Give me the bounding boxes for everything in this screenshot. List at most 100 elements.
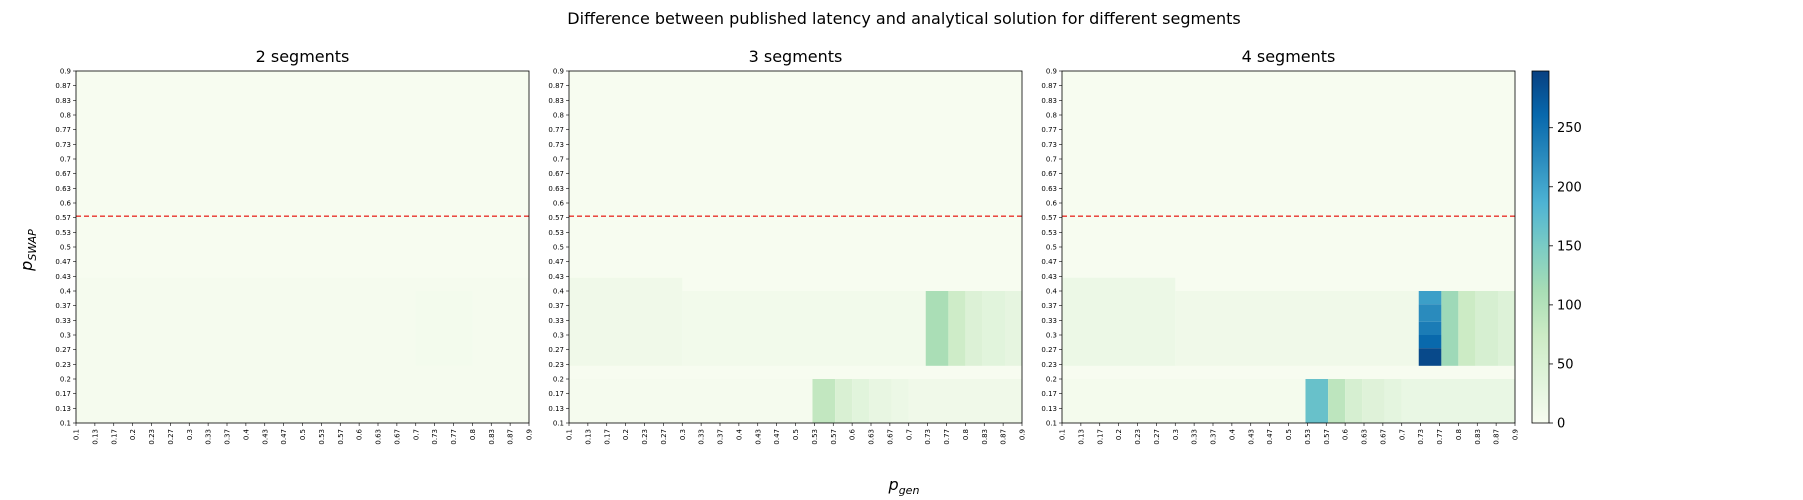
y-tick-label: 0.17 bbox=[548, 390, 564, 398]
x-tick-label: 0.6 bbox=[1342, 428, 1350, 440]
panel-3: 4 segments 0.1 0.13 0.17 0.2 0.23 0.27 0.3 0.33 0… bbox=[1041, 47, 1519, 445]
x-tick-label: 0.33 bbox=[1191, 429, 1199, 445]
x-tick-label: 0.47 bbox=[280, 429, 288, 445]
y-tick-label: 0.1 bbox=[60, 420, 71, 428]
x-tick-label: 0.5 bbox=[792, 429, 800, 440]
y-tick-label: 0.1 bbox=[1046, 420, 1057, 428]
x-tick-label: 0.77 bbox=[1436, 429, 1444, 445]
x-tick-label: 0.3 bbox=[679, 429, 687, 440]
panel-title: 4 segments bbox=[1242, 47, 1336, 66]
colorbar-tick-label: 100 bbox=[1557, 298, 1582, 313]
heatmap-cell bbox=[1175, 291, 1419, 366]
y-tick-label: 0.6 bbox=[553, 200, 565, 208]
heatmap-cell bbox=[1418, 335, 1442, 349]
x-tick-label: 0.43 bbox=[1247, 429, 1255, 445]
x-tick-label: 0.87 bbox=[1000, 429, 1008, 445]
x-tick-label: 0.9 bbox=[1019, 429, 1027, 440]
x-tick-label: 0.43 bbox=[261, 429, 269, 445]
y-tick-label: 0.5 bbox=[1046, 244, 1057, 252]
x-tick-label: 0.83 bbox=[488, 429, 496, 445]
y-tick-label: 0.57 bbox=[1041, 214, 1057, 222]
heatmap-cell bbox=[569, 379, 813, 423]
x-tick-label: 0.23 bbox=[148, 429, 156, 445]
x-tick-label: 0.8 bbox=[469, 429, 477, 440]
y-tick-label: 0.9 bbox=[553, 68, 564, 76]
y-tick-label: 0.43 bbox=[55, 273, 71, 281]
y-tick-label: 0.77 bbox=[55, 126, 71, 134]
x-tick-label: 0.13 bbox=[91, 429, 99, 445]
heatmap-cell bbox=[1384, 379, 1402, 423]
x-tick-label: 0.57 bbox=[830, 429, 838, 445]
heatmap-cell bbox=[1418, 321, 1442, 335]
x-tick-label: 0.53 bbox=[318, 429, 326, 445]
y-tick-label: 0.73 bbox=[1041, 141, 1057, 149]
x-tick-label: 0.17 bbox=[603, 429, 611, 445]
x-tick-label: 0.2 bbox=[622, 429, 630, 440]
y-tick-label: 0.23 bbox=[548, 361, 564, 369]
y-tick-label: 0.33 bbox=[1041, 317, 1057, 325]
heatmap-cell bbox=[1441, 291, 1459, 366]
y-tick-label: 0.63 bbox=[1041, 185, 1057, 193]
y-tick-label: 0.87 bbox=[1041, 82, 1057, 90]
heatmap-cell bbox=[1005, 291, 1022, 366]
heatmap-panels: 2 segments 0.1 0.13 0.17 0.2 0.23 0.27 0.3 0.33 0… bbox=[55, 47, 1519, 445]
x-tick-label: 0.1 bbox=[73, 429, 81, 440]
y-tick-label: 0.5 bbox=[553, 244, 564, 252]
x-tick-label: 0.77 bbox=[943, 429, 951, 445]
y-tick-label: 0.27 bbox=[548, 346, 564, 354]
heatmap-cell bbox=[1062, 379, 1306, 423]
y-tick-label: 0.33 bbox=[55, 317, 71, 325]
y-tick-label: 0.83 bbox=[55, 97, 71, 105]
y-tick-label: 0.13 bbox=[548, 405, 564, 413]
y-tick-label: 0.67 bbox=[1041, 170, 1057, 178]
colorbar-tick-label: 150 bbox=[1557, 239, 1582, 254]
y-tick-label: 0.53 bbox=[55, 229, 71, 237]
x-tick-label: 0.6 bbox=[849, 428, 857, 440]
y-tick-label: 0.5 bbox=[60, 244, 71, 252]
y-tick-label: 0.9 bbox=[60, 68, 71, 76]
y-tick-label: 0.27 bbox=[1041, 346, 1057, 354]
y-tick-label: 0.7 bbox=[60, 156, 71, 164]
colorbar-tick-label: 50 bbox=[1557, 357, 1574, 372]
y-tick-label: 0.8 bbox=[60, 112, 71, 120]
x-tick-label: 0.7 bbox=[1398, 429, 1406, 440]
x-tick-label: 0.7 bbox=[905, 429, 913, 440]
heatmap-cell bbox=[682, 291, 926, 366]
colorbar-tick-label: 200 bbox=[1557, 180, 1582, 195]
x-tick-label: 0.27 bbox=[1153, 429, 1161, 445]
x-tick-label: 0.37 bbox=[224, 429, 232, 445]
heatmap-cell bbox=[852, 379, 870, 423]
x-tick-label: 0.77 bbox=[450, 429, 458, 445]
y-tick-label: 0.4 bbox=[553, 288, 565, 296]
x-tick-label: 0.67 bbox=[1379, 429, 1387, 445]
panel-title: 3 segments bbox=[749, 47, 843, 66]
y-tick-label: 0.4 bbox=[1046, 288, 1058, 296]
panel-2: 3 segments 0.1 0.13 0.17 0.2 0.23 0.27 0.3 0.33 0… bbox=[548, 47, 1026, 445]
heatmap-background-cell bbox=[1062, 71, 1515, 423]
x-tick-label: 0.37 bbox=[717, 429, 725, 445]
heatmap-cell bbox=[908, 379, 1022, 423]
x-tick-label: 0.37 bbox=[1210, 429, 1218, 445]
x-tick-label: 0.5 bbox=[299, 429, 307, 440]
y-tick-label: 0.53 bbox=[1041, 229, 1057, 237]
y-tick-label: 0.53 bbox=[548, 229, 564, 237]
heatmap-cell bbox=[1418, 291, 1442, 305]
y-tick-label: 0.1 bbox=[553, 420, 564, 428]
y-tick-label: 0.73 bbox=[548, 141, 564, 149]
y-tick-label: 0.37 bbox=[1041, 302, 1057, 310]
y-tick-label: 0.2 bbox=[553, 376, 564, 384]
x-axis-label: pgen bbox=[888, 475, 920, 497]
heatmap-cell bbox=[812, 379, 836, 423]
x-tick-label: 0.33 bbox=[698, 429, 706, 445]
y-tick-label: 0.87 bbox=[55, 82, 71, 90]
x-tick-label: 0.27 bbox=[167, 429, 175, 445]
heatmap-cell bbox=[1362, 379, 1385, 423]
y-tick-label: 0.77 bbox=[1041, 126, 1057, 134]
x-tick-label: 0.67 bbox=[886, 429, 894, 445]
x-tick-label: 0.57 bbox=[337, 429, 345, 445]
panel-1: 2 segments 0.1 0.13 0.17 0.2 0.23 0.27 0.3 0.33 0… bbox=[55, 47, 533, 445]
heatmap-cell bbox=[1305, 379, 1329, 423]
x-tick-label: 0.53 bbox=[811, 429, 819, 445]
y-tick-label: 0.7 bbox=[1046, 156, 1057, 164]
